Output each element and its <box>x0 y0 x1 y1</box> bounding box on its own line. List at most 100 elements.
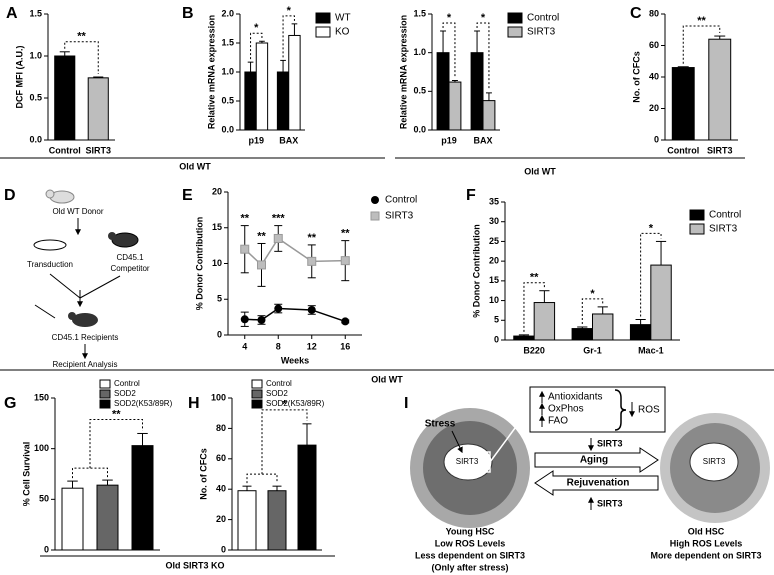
panel-letter: B <box>182 5 194 22</box>
legend-swatch <box>689 223 705 235</box>
significance-label: ** <box>341 228 350 240</box>
bar <box>255 42 269 131</box>
legend-label: Control <box>709 210 741 221</box>
bar <box>237 490 257 551</box>
label: Low ROS Levels <box>435 538 506 548</box>
bar <box>470 52 484 131</box>
marker <box>257 315 266 324</box>
bar <box>629 324 652 341</box>
y-tick-label: 40 <box>216 484 226 494</box>
label: Stress <box>425 419 456 430</box>
separators: Old WT Old WT Old WT Old SIRT3 KO <box>0 157 774 570</box>
arrow <box>49 273 81 299</box>
significance-label: ** <box>530 272 539 284</box>
label: OxPhos <box>548 404 584 415</box>
significance-label: * <box>590 288 595 300</box>
marker <box>307 305 316 314</box>
legend-swatch <box>315 26 331 38</box>
arrow-rejuvenation <box>534 470 659 496</box>
legend-swatch <box>251 399 263 409</box>
y-tick-label: 20 <box>216 514 226 524</box>
significance-label: ** <box>307 232 316 244</box>
diagram-d: Old WT Donor Transduction CD45.1 Competi… <box>27 189 150 369</box>
y-tick-label: 1.0 <box>221 66 234 76</box>
legend-swatch <box>315 12 331 24</box>
bar <box>650 264 672 341</box>
label: Less dependent on SIRT3 <box>415 550 525 560</box>
y-tick-label: 0 <box>217 329 222 339</box>
y-tick-label: 0 <box>494 334 499 344</box>
label: CD45.1 Recipients <box>52 333 119 342</box>
y-axis-label: No. of CFCs <box>198 448 208 500</box>
panel-letter: H <box>188 395 200 412</box>
bar <box>533 302 556 341</box>
mouse-icon <box>68 312 76 320</box>
bar <box>448 81 462 131</box>
y-tick-label: 10 <box>212 258 222 268</box>
group-label: Old WT <box>179 161 211 171</box>
y-tick-label: 20 <box>212 186 222 196</box>
legend-label: WT <box>335 13 351 24</box>
marker <box>257 260 266 270</box>
arrow <box>451 430 463 454</box>
label: CD45.1 <box>116 253 144 262</box>
legend-label: Control <box>266 379 292 388</box>
y-tick-label: 2.0 <box>221 8 234 18</box>
connector <box>486 404 533 473</box>
y-tick-label: 0 <box>654 134 659 144</box>
y-tick-label: 25 <box>489 236 499 246</box>
significance-label: ** <box>697 15 706 27</box>
legend-label: SOD2 <box>266 389 288 398</box>
label: Antioxidants <box>548 392 602 403</box>
y-tick-label: 5 <box>494 315 499 325</box>
x-tick-label: Mac-1 <box>638 345 664 355</box>
legend-swatch <box>251 389 263 399</box>
y-tick-label: 5 <box>217 294 222 304</box>
x-tick-label: Control <box>667 145 699 155</box>
y-tick-label: 0.5 <box>413 86 426 96</box>
y-axis-label: Relative mRNA expression <box>398 15 408 129</box>
significance-bracket <box>523 282 545 332</box>
y-tick-label: 1.5 <box>29 8 42 18</box>
panel-letter: C <box>630 5 642 22</box>
legend-swatch <box>99 379 111 389</box>
legend-swatch <box>99 399 111 409</box>
y-tick-label: 100 <box>211 392 226 402</box>
significance-label: ** <box>77 31 86 43</box>
mouse-icon <box>72 313 98 327</box>
arrow <box>79 275 121 299</box>
bar <box>61 487 84 551</box>
y-tick-label: 35 <box>489 196 499 206</box>
y-tick-label: 20 <box>489 256 499 266</box>
group-label: Old WT <box>371 374 403 384</box>
significance-label: ** <box>257 230 266 242</box>
bar <box>267 490 287 551</box>
y-tick-label: 1.5 <box>221 37 234 47</box>
legend-label: SIRT3 <box>527 27 556 38</box>
label: ROS <box>638 405 660 416</box>
y-tick-label: 15 <box>489 275 499 285</box>
label: FAO <box>548 416 568 427</box>
marker <box>240 315 249 324</box>
marker <box>274 304 283 313</box>
marker <box>307 256 317 266</box>
legend-label: SIRT3 <box>709 224 738 235</box>
group-label: Old SIRT3 KO <box>165 560 224 570</box>
marker <box>341 317 350 326</box>
x-tick-label: BAX <box>279 135 298 145</box>
bar <box>276 71 290 131</box>
label: Recipient Analysis <box>53 360 118 369</box>
x-tick-label: 4 <box>242 341 247 351</box>
legend-marker <box>371 196 379 204</box>
y-tick-label: 40 <box>649 71 659 81</box>
bar <box>131 445 154 551</box>
legend-label: SOD2(K53/89R) <box>266 399 325 408</box>
mouse-icon <box>111 232 139 248</box>
y-tick-label: 0.0 <box>221 124 234 134</box>
legend-label: SIRT3 <box>385 211 414 222</box>
panel-letter: D <box>4 187 16 204</box>
panel-letter: G <box>4 395 16 412</box>
bar <box>244 71 257 131</box>
x-tick-label: SIRT3 <box>85 145 111 155</box>
